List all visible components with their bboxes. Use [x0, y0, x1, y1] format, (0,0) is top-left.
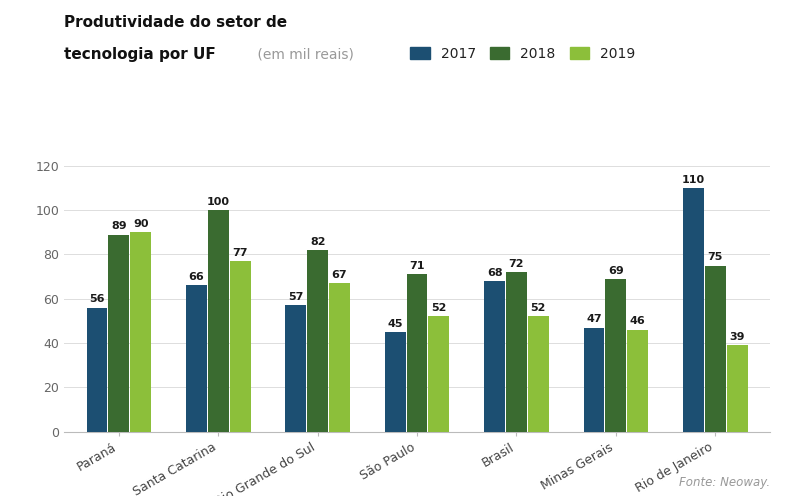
Legend: 2017, 2018, 2019: 2017, 2018, 2019: [405, 42, 641, 66]
Bar: [286, 306, 306, 432]
Bar: [130, 232, 151, 432]
Text: 66: 66: [188, 272, 205, 282]
Text: 52: 52: [431, 303, 447, 313]
Bar: [606, 279, 626, 432]
Text: tecnologia por UF: tecnologia por UF: [64, 47, 216, 62]
Text: 69: 69: [608, 265, 624, 275]
Text: 45: 45: [387, 318, 403, 329]
Text: 89: 89: [111, 221, 127, 231]
Bar: [528, 316, 549, 432]
Text: 77: 77: [233, 248, 248, 258]
Bar: [87, 308, 107, 432]
Bar: [428, 316, 449, 432]
Bar: [385, 332, 406, 432]
Bar: [329, 283, 350, 432]
Text: 100: 100: [207, 197, 229, 207]
Text: (em mil reais): (em mil reais): [253, 47, 354, 61]
Text: Produtividade do setor de: Produtividade do setor de: [64, 15, 287, 30]
Text: 47: 47: [586, 314, 602, 324]
Bar: [407, 274, 427, 432]
Bar: [727, 345, 747, 432]
Text: 68: 68: [487, 268, 502, 278]
Text: 82: 82: [310, 237, 326, 247]
Bar: [584, 327, 605, 432]
Text: 56: 56: [89, 294, 105, 304]
Text: 75: 75: [707, 252, 723, 262]
Bar: [506, 272, 527, 432]
Bar: [208, 210, 229, 432]
Bar: [108, 235, 129, 432]
Text: 46: 46: [630, 316, 646, 326]
Bar: [627, 330, 648, 432]
Text: 90: 90: [133, 219, 148, 229]
Bar: [705, 265, 726, 432]
Bar: [683, 188, 704, 432]
Text: Fonte: Neoway.: Fonte: Neoway.: [678, 476, 770, 489]
Text: 110: 110: [682, 175, 705, 185]
Text: 52: 52: [531, 303, 546, 313]
Bar: [307, 250, 328, 432]
Bar: [186, 286, 207, 432]
Text: 72: 72: [508, 259, 525, 269]
Text: 71: 71: [409, 261, 425, 271]
Text: 57: 57: [288, 292, 303, 302]
Text: 67: 67: [332, 270, 347, 280]
Text: 39: 39: [729, 332, 745, 342]
Bar: [229, 261, 250, 432]
Bar: [484, 281, 505, 432]
